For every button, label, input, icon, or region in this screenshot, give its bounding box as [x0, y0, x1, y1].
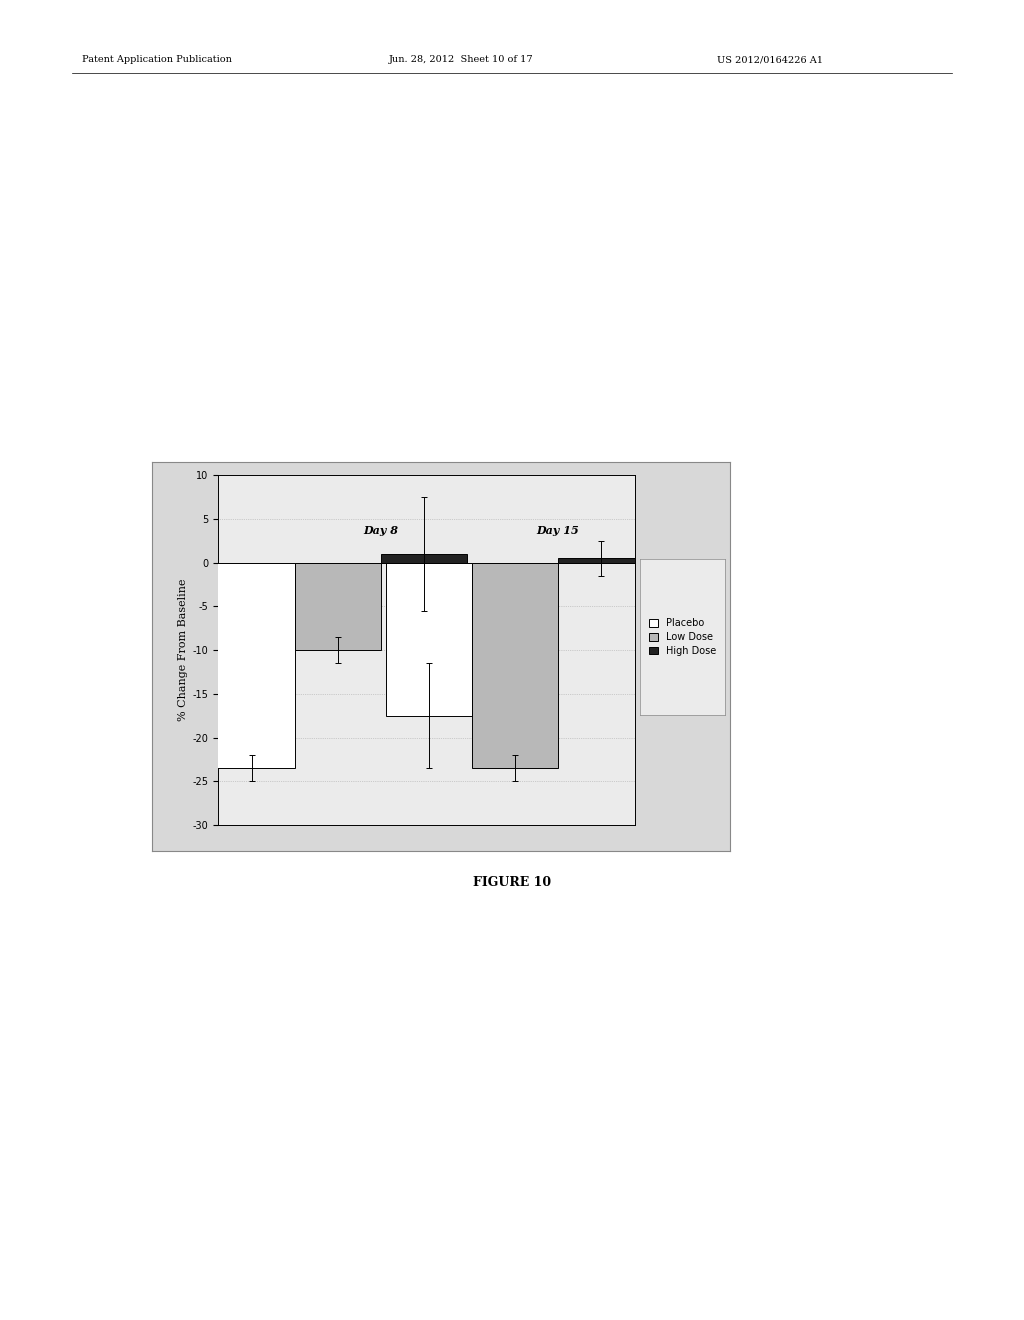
- Bar: [381, 554, 467, 562]
- Bar: [386, 562, 472, 715]
- Text: US 2012/0164226 A1: US 2012/0164226 A1: [717, 55, 823, 65]
- Y-axis label: % Change From Baseline: % Change From Baseline: [178, 579, 188, 721]
- Legend: Placebo, Low Dose, High Dose: Placebo, Low Dose, High Dose: [645, 615, 719, 659]
- Text: Patent Application Publication: Patent Application Publication: [82, 55, 231, 65]
- Bar: [472, 562, 558, 768]
- Bar: [295, 562, 381, 651]
- Bar: [209, 562, 295, 768]
- Text: Day 15: Day 15: [537, 525, 580, 536]
- Bar: [558, 558, 644, 562]
- Text: Day 8: Day 8: [364, 525, 398, 536]
- Text: FIGURE 10: FIGURE 10: [473, 876, 551, 890]
- Text: Jun. 28, 2012  Sheet 10 of 17: Jun. 28, 2012 Sheet 10 of 17: [389, 55, 534, 65]
